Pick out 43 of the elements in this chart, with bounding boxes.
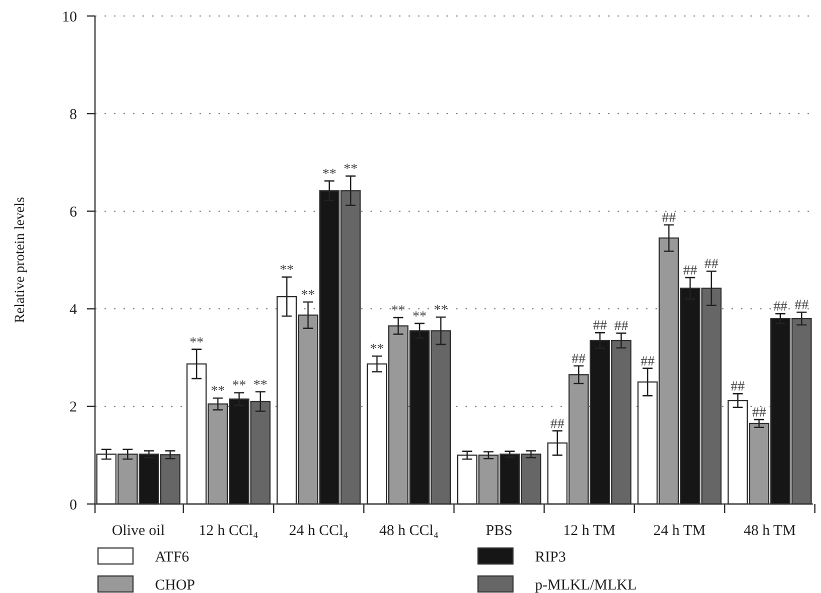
y-axis-title: Relative protein levels	[13, 197, 28, 323]
data-label: ##	[730, 380, 745, 395]
y-tick-label: 6	[70, 204, 78, 220]
x-tick-label: 24 h CCl₄	[288, 523, 348, 539]
x-tick-label: 48 h TM	[744, 523, 796, 539]
y-tick-label: 4	[70, 302, 78, 318]
data-label: **	[210, 384, 225, 400]
x-tick-label: 48 h CCl₄	[379, 523, 439, 539]
data-label: ##	[572, 352, 586, 367]
data-label: **	[280, 263, 294, 278]
x-tick-label: 12 h CCl₄	[198, 523, 258, 539]
data-label: **	[370, 342, 384, 358]
data-label: **	[232, 378, 246, 394]
data-label: **	[412, 309, 427, 324]
data-label: **	[253, 378, 268, 393]
data-label: **	[301, 288, 316, 303]
legend-label: p-MLKL/MLKL	[535, 577, 637, 593]
data-label: **	[391, 304, 406, 319]
y-tick-label: 8	[70, 106, 77, 123]
x-tick-label: 24 h TM	[653, 523, 706, 539]
y-tick-label: 10	[62, 9, 77, 26]
data-label: ##	[794, 298, 809, 314]
data-label: ##	[614, 319, 628, 334]
x-tick-label: 12 h TM	[563, 523, 616, 539]
data-label: ##	[773, 300, 788, 315]
data-label: ##	[592, 318, 607, 334]
data-label: **	[344, 162, 358, 178]
y-tick-label: 0	[70, 497, 77, 514]
data-label: **	[322, 166, 336, 182]
x-tick-label: PBS	[486, 523, 512, 539]
legend-label: RIP3	[535, 549, 566, 566]
data-label: **	[434, 303, 448, 318]
data-label: ##	[752, 406, 766, 421]
data-label: **	[190, 335, 204, 350]
x-tick-label: Olive oil	[112, 523, 165, 539]
data-label: ##	[683, 264, 698, 279]
y-tick-label: 2	[70, 400, 77, 416]
data-label: ##	[704, 257, 718, 272]
data-label: ##	[662, 210, 676, 226]
data-label: ##	[640, 354, 655, 370]
legend-label: ATF6	[155, 549, 190, 566]
legend-label: CHOP	[155, 577, 196, 593]
data-label: ##	[550, 416, 564, 432]
